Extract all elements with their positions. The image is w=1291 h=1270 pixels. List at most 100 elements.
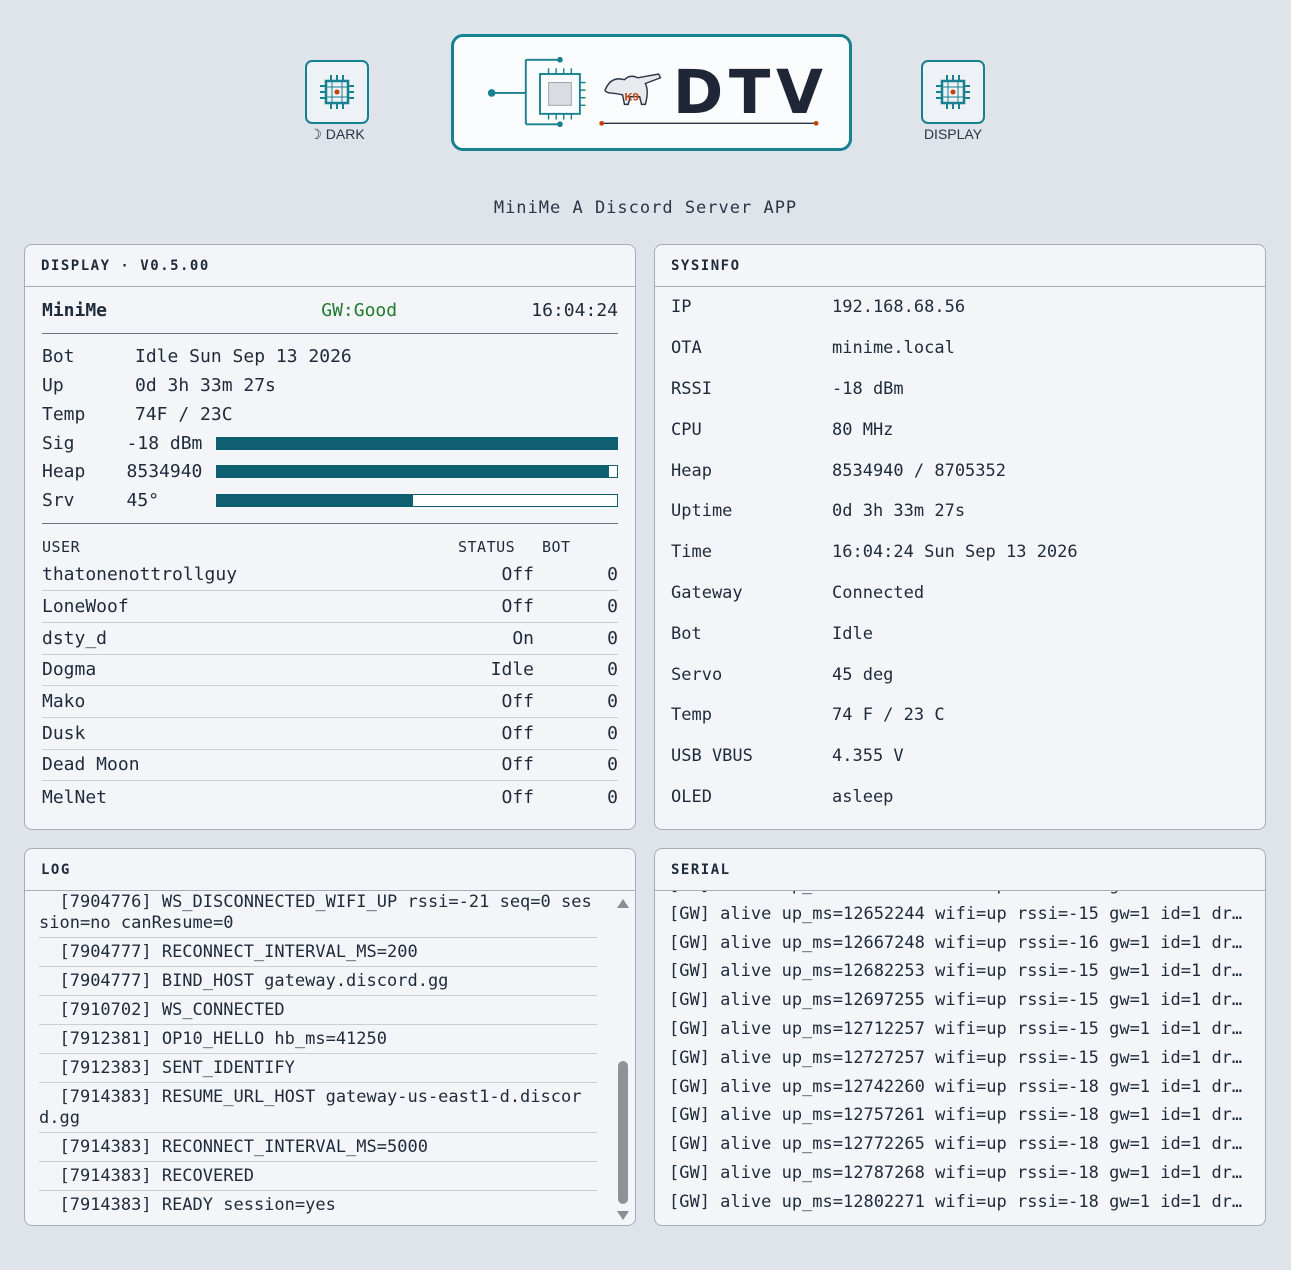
sysinfo-key: Servo: [671, 664, 723, 685]
sysinfo-value: 80 MHz: [832, 419, 894, 440]
serial-panel: SERIAL [GW] alive up_ms=12637238 wifi=up…: [654, 848, 1266, 1226]
sysinfo-key: Gateway: [671, 582, 743, 603]
bar-row-sig: Sig -18 dBm: [42, 429, 618, 458]
serial-panel-title: SERIAL: [655, 849, 1265, 891]
user-row: Mako Off 0: [42, 686, 618, 718]
log-line: [7910702] WS_CONNECTED: [39, 996, 597, 1025]
stat-row-bot: Bot Idle Sun Sep 13 2026: [42, 346, 352, 367]
serial-line: [GW] alive up_ms=12712257 wifi=up rssi=-…: [669, 1018, 1243, 1039]
wordmark: DTV: [673, 58, 829, 128]
chip-icon: [320, 75, 354, 109]
sysinfo-key: IP: [671, 297, 692, 318]
sysinfo-row: Temp 74 F / 23 C: [671, 695, 1249, 736]
user-row: LoneWoof Off 0: [42, 591, 618, 623]
bar-row-srv: Srv 45°: [42, 486, 618, 515]
sysinfo-key: Uptime: [671, 501, 733, 522]
sysinfo-value: 45 deg: [832, 664, 894, 685]
display-status-line: MiniMe GW:Good 16:04:24: [42, 287, 618, 334]
serial-line: [GW] alive up_ms=12652244 wifi=up rssi=-…: [669, 903, 1243, 924]
serial-line: [GW] alive up_ms=12757261 wifi=up rssi=-…: [669, 1105, 1243, 1126]
heap-bar: [216, 465, 618, 479]
sysinfo-row: Time 16:04:24 Sun Sep 13 2026: [671, 532, 1249, 573]
sysinfo-value: 74 F / 23 C: [832, 705, 945, 726]
sysinfo-row: OTA minime.local: [671, 328, 1249, 369]
sysinfo-row: IP 192.168.68.56: [671, 287, 1249, 328]
user-row: MelNet Off 0: [42, 786, 618, 808]
sysinfo-key: OLED: [671, 786, 712, 807]
serial-line: [GW] alive up_ms=12682253 wifi=up rssi=-…: [669, 961, 1243, 982]
signal-bar: [216, 436, 618, 450]
page-subtitle: MiniMe A Discord Server APP: [493, 198, 798, 218]
sysinfo-value: -18 dBm: [832, 378, 904, 399]
log-panel: LOG [7904776] WS_DISCONNECTED_WIFI_UP rs…: [24, 848, 636, 1226]
serial-line: [GW] alive up_ms=12802271 wifi=up rssi=-…: [669, 1191, 1243, 1212]
user-row: thatonenottrollguy Off 0: [42, 560, 618, 592]
servo-bar: [216, 493, 618, 507]
svg-text:K9: K9: [624, 92, 639, 104]
log-viewport[interactable]: [7904776] WS_DISCONNECTED_WIFI_UP rssi=-…: [25, 891, 635, 1225]
sysinfo-row: Gateway Connected: [671, 573, 1249, 614]
sysinfo-value: asleep: [832, 786, 894, 807]
log-panel-title: LOG: [25, 849, 635, 891]
log-line: [7904776] WS_DISCONNECTED_WIFI_UP rssi=-…: [39, 891, 597, 938]
display-toggle-button[interactable]: [921, 60, 985, 124]
serial-line: [GW] alive up_ms=12787268 wifi=up rssi=-…: [669, 1162, 1243, 1183]
log-line: [7914383] RECOVERED: [39, 1162, 597, 1191]
serial-list: [GW] alive up_ms=12637238 wifi=up rssi=-…: [669, 891, 1251, 1217]
log-list: [7904776] WS_DISCONNECTED_WIFI_UP rssi=-…: [39, 891, 597, 1219]
log-line: [7912383] SENT_IDENTIFY: [39, 1054, 597, 1083]
gateway-status: GW:Good: [321, 299, 398, 321]
serial-line: [GW] alive up_ms=12637238 wifi=up rssi=-…: [669, 891, 1251, 900]
scroll-up-arrow-icon[interactable]: [617, 899, 629, 908]
sysinfo-row: Servo 45 deg: [671, 654, 1249, 695]
log-line: [7912381] OP10_HELLO hb_ms=41250: [39, 1025, 597, 1054]
stat-row-temp: Temp 74F / 23C: [42, 404, 233, 425]
serial-line: [GW] alive up_ms=12727257 wifi=up rssi=-…: [669, 1047, 1243, 1068]
theme-toggle-button[interactable]: [305, 60, 369, 124]
serial-line: [GW] alive up_ms=12667248 wifi=up rssi=-…: [669, 932, 1243, 953]
scroll-thumb[interactable]: [618, 1061, 628, 1204]
sysinfo-key: Time: [671, 542, 712, 563]
serial-line: [GW] alive up_ms=12697255 wifi=up rssi=-…: [669, 990, 1243, 1011]
clock: 16:04:24: [531, 299, 618, 321]
sysinfo-value: 192.168.68.56: [832, 297, 966, 318]
display-panel-title: DISPLAY · V0.5.00: [25, 245, 635, 287]
theme-toggle-label: ☽ DARK: [309, 126, 365, 142]
user-list: thatonenottrollguy Off 0 LoneWoof Off 0 dsty…: [42, 560, 618, 814]
sysinfo-row: Heap 8534940 / 8705352: [671, 450, 1249, 491]
dtv-logo: K9 DTV: [451, 34, 852, 151]
sysinfo-row: RSSI -18 dBm: [671, 369, 1249, 410]
sysinfo-key: RSSI: [671, 378, 712, 399]
sysinfo-row: Bot Idle: [671, 613, 1249, 654]
sysinfo-panel: SYSINFO IP 192.168.68.56 OTA minime.local RS…: [654, 244, 1266, 830]
user-row: Dead Moon Off 0: [42, 750, 618, 782]
sysinfo-key: Bot: [671, 623, 702, 644]
sysinfo-key: CPU: [671, 419, 702, 440]
serial-viewport[interactable]: [GW] alive up_ms=12637238 wifi=up rssi=-…: [655, 891, 1265, 1225]
sysinfo-value: 16:04:24 Sun Sep 13 2026: [832, 542, 1078, 563]
sysinfo-key: OTA: [671, 338, 702, 359]
sysinfo-key: Heap: [671, 460, 712, 481]
user-row: dsty_d On 0: [42, 623, 618, 655]
sysinfo-row: Uptime 0d 3h 33m 27s: [671, 491, 1249, 532]
sysinfo-row: OLED asleep: [671, 777, 1249, 818]
user-table-header: USER STATUS BOT: [42, 537, 571, 556]
serial-line: [GW] alive up_ms=12742260 wifi=up rssi=-…: [669, 1076, 1243, 1097]
sysinfo-value: 4.355 V: [832, 746, 904, 767]
sysinfo-value: Connected: [832, 582, 925, 603]
sysinfo-key: Temp: [671, 705, 712, 726]
chip-icon: [936, 75, 970, 109]
log-line: [7904777] BIND_HOST gateway.discord.gg: [39, 967, 597, 996]
sysinfo-value: 8534940 / 8705352: [832, 460, 1006, 481]
circuit-icon: [487, 56, 586, 128]
sysinfo-value: minime.local: [832, 338, 955, 359]
sysinfo-list: IP 192.168.68.56 OTA minime.local RSSI -18 dB…: [655, 287, 1265, 817]
log-scrollbar[interactable]: [616, 895, 630, 1222]
bar-row-heap: Heap 8534940: [42, 458, 618, 487]
display-toggle-label: DISPLAY: [923, 126, 983, 142]
scroll-down-arrow-icon[interactable]: [617, 1211, 629, 1220]
serial-line: [GW] alive up_ms=12772265 wifi=up rssi=-…: [669, 1134, 1243, 1155]
sysinfo-row: CPU 80 MHz: [671, 409, 1249, 450]
sysinfo-panel-title: SYSINFO: [655, 245, 1265, 287]
log-line: [7914383] READY session=yes: [39, 1195, 336, 1215]
